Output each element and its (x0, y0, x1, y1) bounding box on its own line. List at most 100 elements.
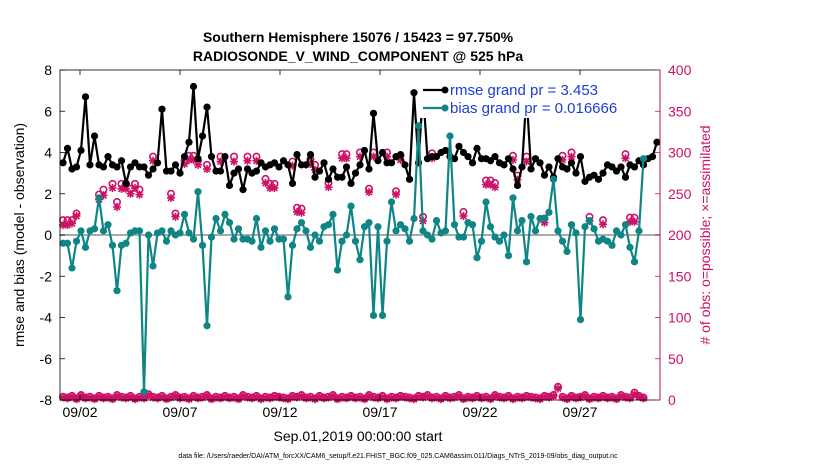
bias-point (284, 293, 292, 301)
y2-tick-label: 400 (668, 62, 692, 78)
rmse-point (563, 165, 571, 173)
bias-point (590, 225, 598, 233)
bias-point (540, 214, 549, 223)
rmse-point (59, 159, 67, 167)
bias-point (468, 221, 477, 229)
y2-tick-label: 200 (668, 227, 692, 243)
rmse-point (81, 93, 90, 101)
rmse-point (158, 105, 166, 113)
x-tick-label: 09/12 (262, 404, 297, 420)
legend-bias-marker (441, 104, 449, 112)
y-tick-label: 4 (44, 145, 52, 161)
bias-point (216, 227, 225, 235)
rmse-point (405, 175, 414, 183)
rmse-point (509, 165, 517, 173)
rmse-point (540, 171, 549, 179)
obs-assimilated-point (72, 212, 81, 221)
bias-point (527, 212, 535, 221)
bias-point (356, 256, 364, 264)
rmse-point (450, 155, 459, 163)
bias-point (324, 221, 333, 229)
rmse-point (216, 167, 225, 175)
legend-bias-label: bias grand pr = 0.016666 (450, 100, 617, 117)
obs-assimilated-low-point (599, 392, 607, 401)
obs-assimilated-point (68, 219, 76, 228)
obs-assimilated-low-point (360, 395, 369, 404)
obs-assimilated-point (230, 157, 238, 166)
rmse-point (347, 179, 355, 188)
bias-point (365, 219, 373, 227)
bias-point (162, 237, 171, 245)
bias-point (90, 225, 99, 233)
bias-point (149, 262, 157, 270)
bias-point (315, 237, 324, 245)
rmse-point (594, 175, 603, 183)
obs-assimilated-point (270, 183, 279, 192)
rmse-point (378, 148, 387, 157)
rmse-point (144, 171, 153, 179)
bias-point (522, 258, 531, 266)
obs-assimilated-low-point (234, 395, 243, 404)
y2-tick-label: 50 (668, 351, 684, 367)
bias-point (608, 241, 616, 249)
bias-point (500, 231, 508, 239)
obs-assimilated-low-point (108, 395, 117, 404)
bias-point (383, 237, 391, 245)
obs-assimilated-point (342, 154, 351, 163)
obs-assimilated-low-point (455, 391, 463, 400)
bias-point (140, 388, 148, 396)
bias-point (581, 223, 589, 231)
rmse-point (86, 161, 94, 169)
bias-point (576, 315, 585, 324)
bias-point (410, 214, 418, 223)
bias-point (585, 216, 594, 225)
rmse-point (401, 161, 409, 169)
rmse-point (545, 163, 553, 171)
rmse-point (518, 163, 526, 171)
rmse-point (104, 153, 112, 161)
rmse-point (536, 159, 544, 167)
rmse-point (113, 163, 121, 171)
legend-box (418, 80, 655, 118)
rmse-point (306, 150, 315, 159)
rmse-point (302, 161, 310, 169)
bias-point (338, 237, 346, 245)
bias-point (554, 227, 562, 235)
rmse-point (572, 169, 580, 177)
rmse-point (630, 163, 639, 171)
rmse-point (320, 159, 328, 167)
bias-point (639, 155, 648, 163)
rmse-point (90, 132, 99, 140)
obs-assimilated-low-point (639, 394, 648, 403)
x-tick-label: 09/27 (562, 404, 597, 420)
bias-point (563, 247, 571, 256)
bias-point (297, 219, 306, 227)
bias-point (518, 216, 526, 225)
bias-point (104, 221, 112, 229)
bias-point (441, 227, 450, 235)
rmse-point (365, 165, 373, 173)
rmse-point (338, 173, 346, 181)
y-tick-label: -2 (40, 268, 53, 284)
bias-point (635, 227, 643, 235)
bias-point (288, 241, 297, 249)
rmse-point (194, 155, 202, 163)
bias-point (513, 227, 522, 235)
rmse-point (207, 153, 216, 161)
rmse-point (351, 169, 360, 177)
bias-point (486, 223, 495, 231)
rmse-point (239, 186, 247, 194)
bias-point (549, 175, 558, 183)
rmse-point (374, 157, 382, 165)
y-axis-label: rmse and bias (model - observation) (11, 123, 27, 347)
rmse-point (324, 175, 333, 183)
bias-point (77, 227, 85, 235)
obs-assimilated-point (621, 154, 630, 163)
y-tick-label: 2 (44, 186, 52, 202)
y2-tick-label: 250 (668, 186, 692, 202)
rmse-point (293, 150, 301, 159)
rmse-point (275, 163, 283, 171)
obs-assimilated-point (392, 190, 400, 199)
bias-point (509, 194, 517, 202)
rmse-point (185, 138, 193, 146)
